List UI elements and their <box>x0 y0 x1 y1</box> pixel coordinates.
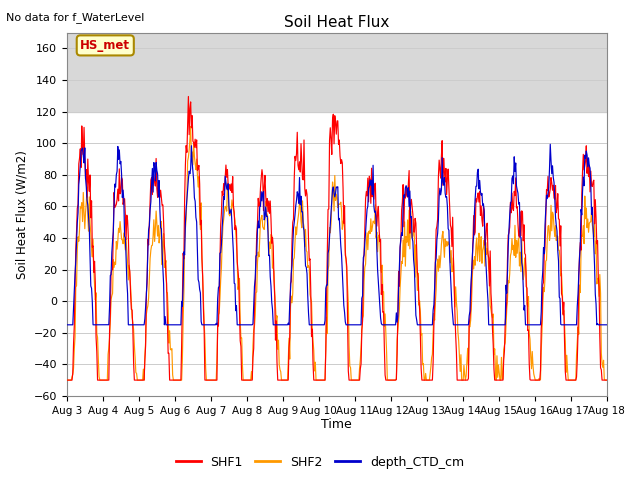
Text: HS_met: HS_met <box>80 39 131 52</box>
X-axis label: Time: Time <box>321 419 352 432</box>
Bar <box>67 33 607 111</box>
Text: No data for f_WaterLevel: No data for f_WaterLevel <box>6 12 145 23</box>
Legend: SHF1, SHF2, depth_CTD_cm: SHF1, SHF2, depth_CTD_cm <box>171 451 469 474</box>
Title: Soil Heat Flux: Soil Heat Flux <box>284 15 389 30</box>
Y-axis label: Soil Heat Flux (W/m2): Soil Heat Flux (W/m2) <box>15 150 28 279</box>
